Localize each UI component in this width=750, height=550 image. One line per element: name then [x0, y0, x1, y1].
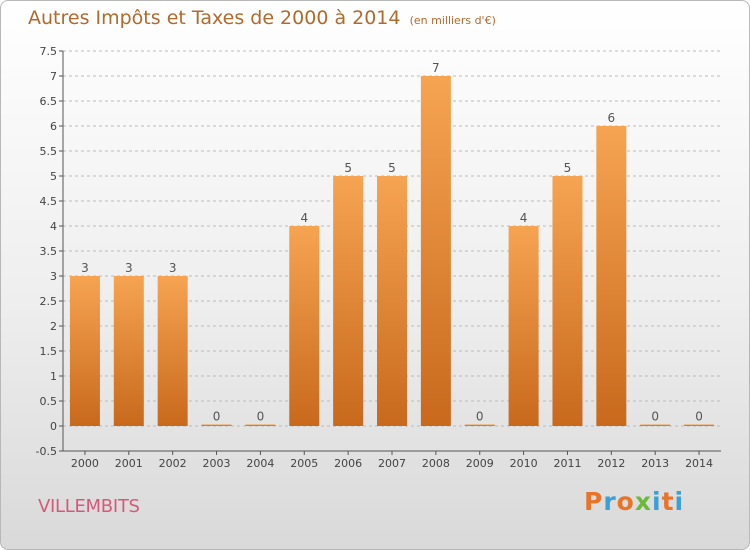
y-tick-label: 0.5 — [40, 395, 58, 408]
y-tick-label: 3 — [50, 270, 57, 283]
bars — [69, 76, 715, 426]
y-tick-label: 2.5 — [40, 295, 58, 308]
y-tick-label: 2 — [50, 320, 57, 333]
y-tick-label: 1 — [50, 370, 57, 383]
y-tick-label: 7.5 — [40, 45, 58, 58]
bar — [289, 226, 320, 426]
proxiti-logo[interactable]: Proxiti — [584, 487, 684, 516]
logo-letter: i — [674, 487, 685, 516]
x-tick-label: 2010 — [510, 457, 538, 470]
logo-letter: o — [616, 487, 635, 516]
y-tick-label: 4 — [50, 220, 57, 233]
x-tick-label: 2009 — [466, 457, 494, 470]
data-label: 0 — [213, 410, 221, 424]
y-tick-label: 0 — [50, 420, 57, 433]
logo-letter: i — [652, 487, 662, 516]
bar — [113, 276, 144, 426]
bar — [377, 176, 407, 426]
logo-letter: r — [603, 487, 617, 516]
y-tick-label: 6 — [50, 120, 57, 133]
logo-letter: P — [584, 487, 604, 516]
y-tick-label: 3.5 — [40, 245, 58, 258]
data-label: 4 — [520, 211, 528, 225]
y-tick-label: 5.5 — [40, 145, 58, 158]
bar — [640, 424, 671, 426]
axes — [59, 50, 721, 455]
x-tick-label: 2008 — [422, 457, 450, 470]
data-label: 5 — [388, 161, 396, 175]
data-label: 3 — [169, 261, 177, 275]
data-label: 0 — [651, 410, 659, 424]
data-label: 4 — [300, 211, 308, 225]
x-tick-label: 2011 — [553, 457, 581, 470]
y-tick-label: 4.5 — [40, 195, 58, 208]
y-tick-label: 1.5 — [40, 345, 58, 358]
x-tick-label: 2006 — [334, 457, 362, 470]
bar — [684, 424, 715, 426]
x-tick-label: 2000 — [71, 457, 99, 470]
y-tick-label: 7 — [50, 70, 57, 83]
x-tick-label: 2012 — [597, 457, 625, 470]
bar — [596, 126, 627, 426]
data-label: 0 — [695, 410, 703, 424]
logo-letter: x — [634, 487, 652, 516]
y-tick-label: -0.5 — [36, 445, 57, 458]
data-label: 5 — [564, 161, 572, 175]
data-label: 0 — [257, 410, 265, 424]
bar — [245, 424, 276, 426]
bar — [508, 226, 539, 426]
bar — [69, 276, 100, 426]
x-tick-label: 2013 — [641, 457, 669, 470]
bar — [157, 276, 188, 426]
x-tick-label: 2003 — [203, 457, 231, 470]
bar — [464, 424, 495, 426]
x-tick-label: 2001 — [115, 457, 143, 470]
y-tick-label: 6.5 — [40, 95, 58, 108]
x-tick-label: 2004 — [246, 457, 274, 470]
bar — [552, 176, 583, 426]
y-tick-label: 5 — [50, 170, 57, 183]
data-label: 5 — [344, 161, 352, 175]
data-label: 3 — [81, 261, 89, 275]
logo-letter: t — [661, 487, 675, 516]
bar — [333, 176, 364, 426]
x-tick-label: 2014 — [685, 457, 713, 470]
bar — [201, 424, 232, 426]
data-label: 6 — [608, 111, 616, 125]
chart-title: Autres Impôts et Taxes de 2000 à 2014 (e… — [28, 7, 496, 29]
chart-title-main: Autres Impôts et Taxes de 2000 à 2014 — [28, 7, 401, 29]
city-name: VILLEMBITS — [38, 496, 140, 517]
data-label: 0 — [476, 410, 484, 424]
data-label: 3 — [125, 261, 133, 275]
labels: -0.5 0 0.5 1 1.5 2 2.5 3 3.5 4 4.5 5 5.5 6 6.5 7 7.5 2000… — [36, 45, 714, 470]
x-tick-label: 2005 — [290, 457, 318, 470]
x-tick-label: 2007 — [378, 457, 406, 470]
data-label: 7 — [432, 61, 440, 75]
x-tick-label: 2002 — [159, 457, 187, 470]
bar — [420, 76, 451, 426]
chart-title-unit: (en milliers d'€) — [409, 14, 496, 27]
